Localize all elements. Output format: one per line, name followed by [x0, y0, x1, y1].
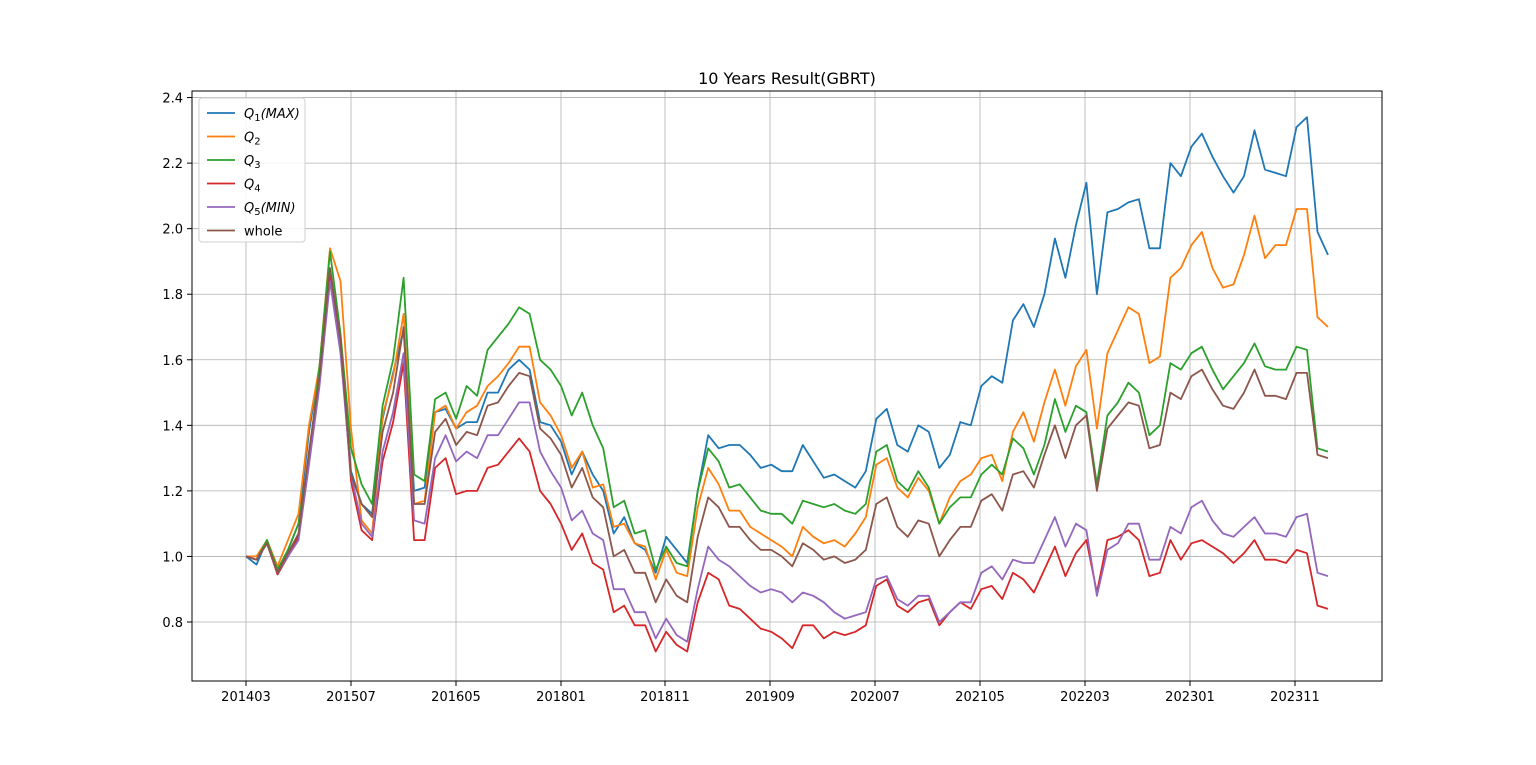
legend-label-main: Q — [244, 201, 254, 216]
legend-label: Q3 — [244, 154, 261, 171]
legend-label-main: Q — [244, 131, 254, 146]
series-line-q5-min — [245, 280, 1329, 643]
y-tick-label: 2.0 — [162, 223, 183, 238]
legend-label-main: Q — [244, 178, 254, 193]
plot-frame — [191, 90, 1383, 682]
legend-label: Q4 — [244, 178, 261, 195]
series-line-q1-max — [245, 116, 1329, 574]
x-tick-label: 201801 — [536, 690, 586, 705]
y-tick-label: 1.4 — [162, 419, 183, 434]
series-line-q4 — [245, 273, 1329, 653]
legend-label-subscript: 5 — [254, 207, 260, 218]
y-tick-label: 2.4 — [162, 92, 183, 107]
legend-label: whole — [244, 225, 282, 240]
legend-label-main: Q — [244, 154, 254, 169]
x-tick-label: 202301 — [1165, 690, 1215, 705]
legend-label: Q2 — [244, 131, 261, 148]
legend-label-main: whole — [244, 225, 282, 240]
x-tick-label: 201605 — [431, 690, 481, 705]
legend-label-main: Q — [244, 107, 254, 122]
legend-label-subscript: 3 — [254, 160, 260, 171]
series-line-whole — [245, 267, 1329, 604]
axes: 201403 201507 201605 201801 201811 201909 2020… — [162, 92, 1320, 705]
legend-label-suffix: (MAX) — [261, 107, 300, 122]
legend-label-subscript: 1 — [254, 113, 260, 124]
x-tick-label: 202311 — [1270, 690, 1320, 705]
y-tick-label: 1.2 — [162, 485, 183, 500]
legend-label-subscript: 2 — [254, 137, 260, 148]
legend-label: Q5(MIN) — [244, 201, 296, 218]
y-tick-label: 2.2 — [162, 157, 183, 172]
y-tick-label: 1.0 — [162, 550, 183, 565]
legend-label-suffix: (MIN) — [261, 201, 296, 216]
series-line-q3 — [245, 250, 1329, 571]
series-group — [245, 116, 1329, 653]
x-tick-label: 201909 — [745, 690, 795, 705]
x-tick-label: 202203 — [1060, 690, 1110, 705]
y-tick-label: 1.8 — [162, 288, 183, 303]
x-tick-label: 201403 — [221, 690, 271, 705]
x-tick-label: 202105 — [955, 690, 1005, 705]
legend-label-subscript: 4 — [254, 184, 260, 195]
y-tick-label: 1.6 — [162, 354, 183, 369]
x-tick-label: 202007 — [850, 690, 900, 705]
legend-label: Q1(MAX) — [244, 107, 300, 124]
legend-box — [198, 97, 306, 243]
x-tick-label: 201811 — [640, 690, 690, 705]
chart-title: 10 Years Result(GBRT) — [698, 69, 876, 88]
x-tick-label: 201507 — [326, 690, 376, 705]
y-tick-label: 0.8 — [162, 616, 183, 631]
